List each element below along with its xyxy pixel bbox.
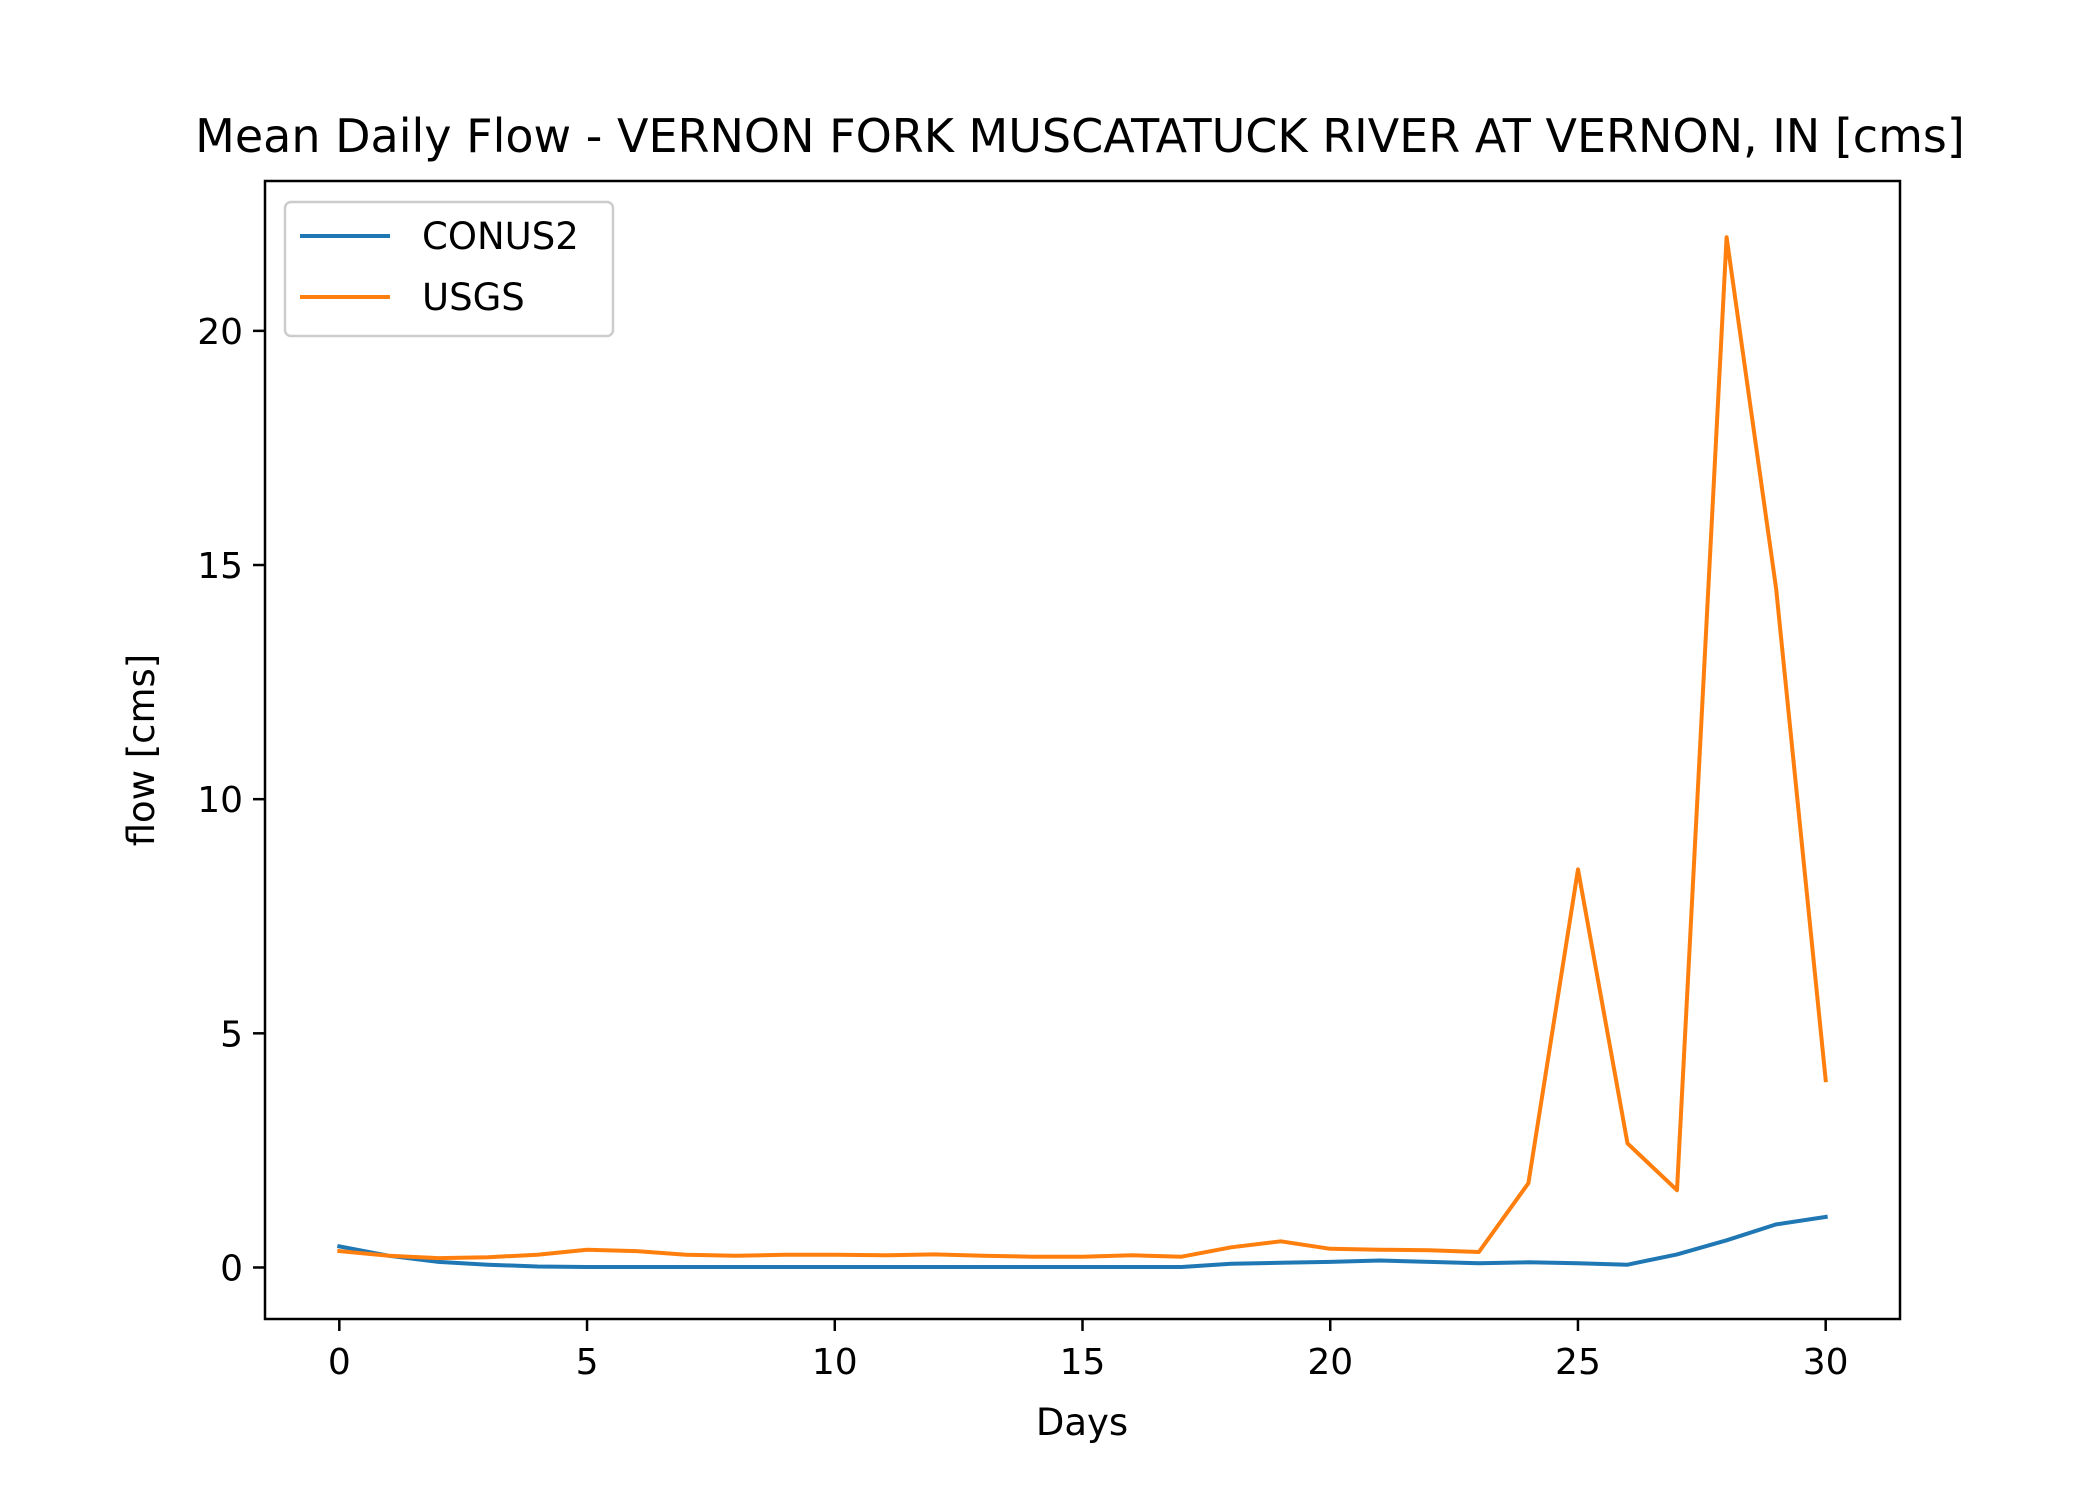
y-tick-label: 5 — [220, 1014, 243, 1055]
y-axis-label: flow [cms] — [120, 654, 163, 847]
plot-background — [265, 181, 1900, 1319]
series-group — [336, 235, 1828, 1269]
y-tick-label: 10 — [197, 780, 243, 821]
x-tick-label: 25 — [1555, 1342, 1601, 1383]
legend-label-conus2: CONUS2 — [422, 215, 579, 258]
x-axis: 0 5 10 15 20 25 30 — [328, 1319, 1849, 1383]
y-axis: 0 5 10 15 20 — [197, 312, 265, 1289]
legend: CONUS2 USGS — [283, 200, 615, 338]
x-axis-label: Days — [1036, 1401, 1128, 1444]
y-tick-label: 0 — [220, 1248, 243, 1289]
legend-label-usgs: USGS — [422, 276, 525, 319]
x-tick-label: 0 — [328, 1342, 351, 1383]
plot-area — [263, 179, 1902, 1321]
chart-title: Mean Daily Flow - VERNON FORK MUSCATATUC… — [195, 109, 1965, 163]
series-line-conus2 — [336, 1214, 1828, 1269]
x-tick-label: 20 — [1307, 1342, 1353, 1383]
x-tick-label: 30 — [1803, 1342, 1849, 1383]
x-tick-label: 5 — [576, 1342, 599, 1383]
series-line-usgs — [337, 235, 1828, 1261]
y-tick-label: 15 — [197, 546, 243, 587]
x-tick-label: 15 — [1060, 1342, 1106, 1383]
y-tick-label: 20 — [197, 312, 243, 353]
x-tick-label: 10 — [812, 1342, 858, 1383]
